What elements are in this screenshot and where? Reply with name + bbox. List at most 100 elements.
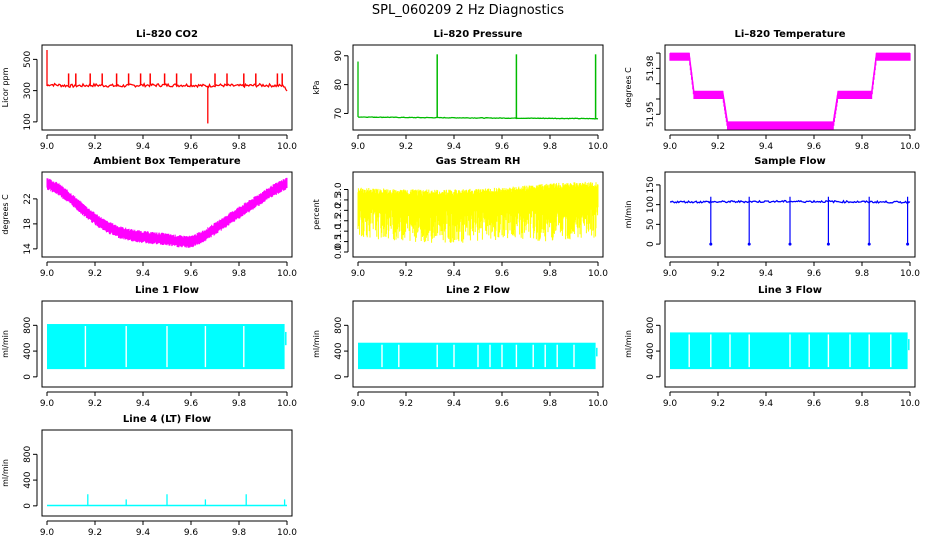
x-tick-label: 9.8 [543,269,558,279]
y-axis: 0 400 800 [334,316,349,380]
x-tick-label: 9.2 [399,269,413,279]
x-tick-label: 10.0 [900,399,920,409]
series-co2 [46,50,288,124]
y-axis-label: ml/min [624,201,633,229]
x-axis: 9.0 9.2 9.4 9.6 9.8 10.0 [40,134,297,152]
x-tick-label: 9.2 [711,142,725,152]
x-axis: 9.0 9.2 9.4 9.6 9.8 10.0 [663,391,920,409]
panels: Li–820 CO2 Licor ppm 9.0 9.2 9.4 9.6 9.8 10.0 10… [1,29,920,538]
y-axis: 100 300 500 [23,51,38,130]
y-tick-label: 100 [23,113,33,130]
x-axis: 9.0 9.2 9.4 9.6 9.8 10.0 [40,391,297,409]
x-tick-label: 10.0 [277,528,297,538]
panel-title: Line 2 Flow [446,285,510,296]
x-tick-label: 9.0 [351,142,366,152]
x-axis: 9.0 9.2 9.4 9.6 9.8 10.0 [351,261,608,279]
panel-title: Gas Stream RH [436,156,521,167]
data-line [670,52,910,123]
x-tick-label: 9.2 [88,142,102,152]
y-tick-label: 500 [23,51,33,68]
y-tick-label: 1.5 [334,214,344,228]
data-line [46,82,288,92]
y-tick-label: 400 [23,342,33,359]
x-tick-label: 10.0 [588,142,608,152]
x-tick-label: 9.6 [495,142,510,152]
x-tick-label: 9.6 [184,528,199,538]
x-tick-label: 9.4 [759,269,774,279]
y-axis-label: degrees C [624,67,633,108]
series-sample [669,196,911,246]
series-line1 [47,324,287,370]
y-tick-label: 0 [646,241,656,247]
y-tick-label: 400 [646,342,656,359]
x-tick-label: 9.0 [351,269,366,279]
x-tick-label: 9.0 [40,399,55,409]
x-tick-label: 9.6 [184,142,199,152]
panel-line1: Line 1 Flow ml/min 9.0 9.2 9.4 9.6 9.8 10.0 0 400… [1,285,297,409]
series-line3 [670,332,910,370]
y-tick-label: 100 [646,196,656,213]
y-tick-label: 80 [334,79,344,91]
y-tick-label: 14 [23,243,33,255]
y-tick-label: 70 [334,107,344,119]
panel-title: Sample Flow [754,156,826,167]
y-tick-label: 0 [334,374,344,380]
plot-frame [41,171,293,258]
dip-point [747,242,751,246]
x-tick-label: 9.6 [807,399,822,409]
dip-point [709,242,713,246]
x-tick-label: 9.2 [88,269,102,279]
y-tick-label: 2.0 [334,203,344,218]
y-axis-label: Licor ppm [1,67,10,107]
x-tick-label: 9.8 [855,142,870,152]
y-axis: 14 18 22 [23,193,38,255]
y-tick-label: 50 [646,218,656,230]
x-tick-label: 9.8 [232,269,247,279]
y-tick-label: 400 [23,471,33,488]
plot-frame [352,171,604,258]
y-axis-label: degrees C [1,194,10,235]
x-axis: 9.0 9.2 9.4 9.6 9.8 10.0 [351,391,608,409]
y-tick-label: 3.0 [334,182,344,197]
x-tick-label: 9.6 [495,399,510,409]
panel-title: Li–820 CO2 [136,29,198,40]
panel-title: Li–820 Pressure [434,29,523,40]
series-ambient [46,177,288,248]
x-tick-label: 9.6 [807,142,822,152]
panel-line2: Line 2 Flow ml/min 9.0 9.2 9.4 9.6 9.8 10.0 0 400… [312,285,608,409]
data-band [670,332,908,370]
y-tick-label: 1.0 [334,224,344,239]
x-tick-label: 9.0 [663,399,678,409]
x-tick-label: 9.8 [232,142,247,152]
y-axis-label: ml/min [624,330,633,358]
y-tick-label: 400 [334,342,344,359]
x-tick-label: 9.6 [495,269,510,279]
plot-frame [41,44,293,131]
plot-frame [664,44,916,131]
y-axis: 0 400 800 [23,316,38,380]
series-rh [357,181,599,243]
y-tick-label: 22 [23,193,33,204]
series-line4 [47,494,287,507]
data-line [357,116,599,120]
x-tick-label: 9.8 [232,399,247,409]
y-tick-label: 300 [23,82,33,99]
series-line2 [358,342,598,370]
y-tick-label: 150 [646,176,656,193]
y-tick-label: 51.95 [646,101,656,127]
x-tick-label: 9.0 [40,269,55,279]
y-axis-label: ml/min [1,459,10,487]
data-band [358,342,596,370]
x-tick-label: 9.8 [543,399,558,409]
x-tick-label: 9.4 [136,399,151,409]
x-tick-label: 9.4 [759,142,774,152]
x-axis: 9.0 9.2 9.4 9.6 9.8 10.0 [663,134,920,152]
x-tick-label: 9.8 [543,142,558,152]
panel-rh: Gas Stream RH percent 9.0 9.2 9.4 9.6 9.8 10.0 0… [312,156,608,279]
y-axis: 0 50 100 150 [646,176,661,247]
y-axis: 70 80 90 [334,50,349,119]
data-band [47,324,285,370]
x-tick-label: 9.4 [136,528,151,538]
x-tick-label: 10.0 [277,399,297,409]
x-tick-label: 9.8 [232,528,247,538]
